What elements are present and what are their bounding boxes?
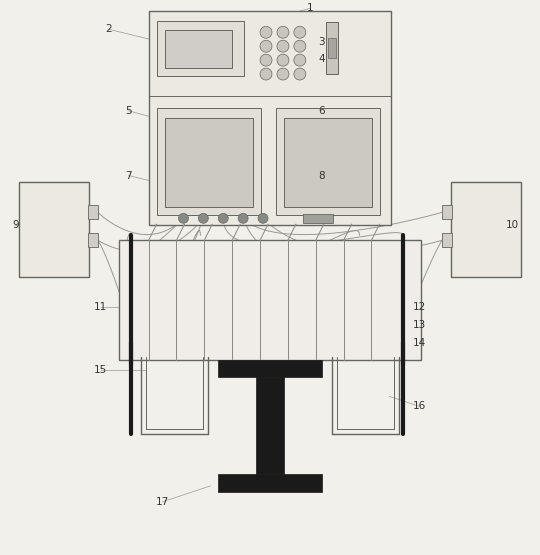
Bar — [157, 108, 261, 215]
Circle shape — [277, 40, 289, 52]
Text: 5: 5 — [125, 106, 132, 116]
Circle shape — [260, 40, 272, 52]
Text: 13: 13 — [413, 320, 426, 330]
Bar — [88, 233, 98, 247]
Text: 9: 9 — [12, 220, 18, 230]
Bar — [218, 474, 322, 492]
Circle shape — [238, 213, 248, 223]
Circle shape — [277, 68, 289, 80]
Circle shape — [260, 54, 272, 66]
Text: 10: 10 — [506, 220, 519, 230]
Bar — [284, 118, 373, 208]
Bar — [165, 118, 253, 208]
Text: 11: 11 — [94, 302, 107, 312]
Circle shape — [260, 26, 272, 38]
Text: 17: 17 — [156, 497, 169, 507]
Circle shape — [218, 213, 228, 223]
Bar — [451, 183, 521, 277]
Bar — [148, 11, 392, 225]
Text: 12: 12 — [413, 302, 426, 312]
Text: 14: 14 — [413, 337, 426, 347]
Circle shape — [294, 26, 306, 38]
Circle shape — [294, 40, 306, 52]
Circle shape — [277, 54, 289, 66]
Text: 15: 15 — [94, 365, 107, 375]
Bar — [88, 205, 98, 219]
Circle shape — [179, 213, 188, 223]
Bar — [119, 240, 421, 360]
Bar — [442, 233, 452, 247]
Bar — [256, 377, 284, 474]
Circle shape — [198, 213, 208, 223]
Bar — [19, 183, 89, 277]
Circle shape — [294, 68, 306, 80]
Text: 7: 7 — [125, 170, 132, 180]
Text: 4: 4 — [319, 54, 325, 64]
Circle shape — [277, 26, 289, 38]
Text: 16: 16 — [413, 401, 426, 411]
Bar — [328, 38, 336, 58]
Bar — [276, 108, 380, 215]
Bar — [442, 205, 452, 219]
Circle shape — [260, 68, 272, 80]
Circle shape — [294, 54, 306, 66]
Text: 8: 8 — [319, 170, 325, 180]
Circle shape — [258, 213, 268, 223]
Text: 1: 1 — [307, 3, 313, 13]
Text: 3: 3 — [319, 37, 325, 47]
Bar — [165, 31, 232, 68]
Bar — [157, 21, 244, 76]
Bar — [326, 22, 338, 74]
Text: 6: 6 — [319, 106, 325, 116]
Bar — [218, 360, 322, 377]
Bar — [303, 214, 333, 223]
Text: 2: 2 — [105, 24, 112, 34]
